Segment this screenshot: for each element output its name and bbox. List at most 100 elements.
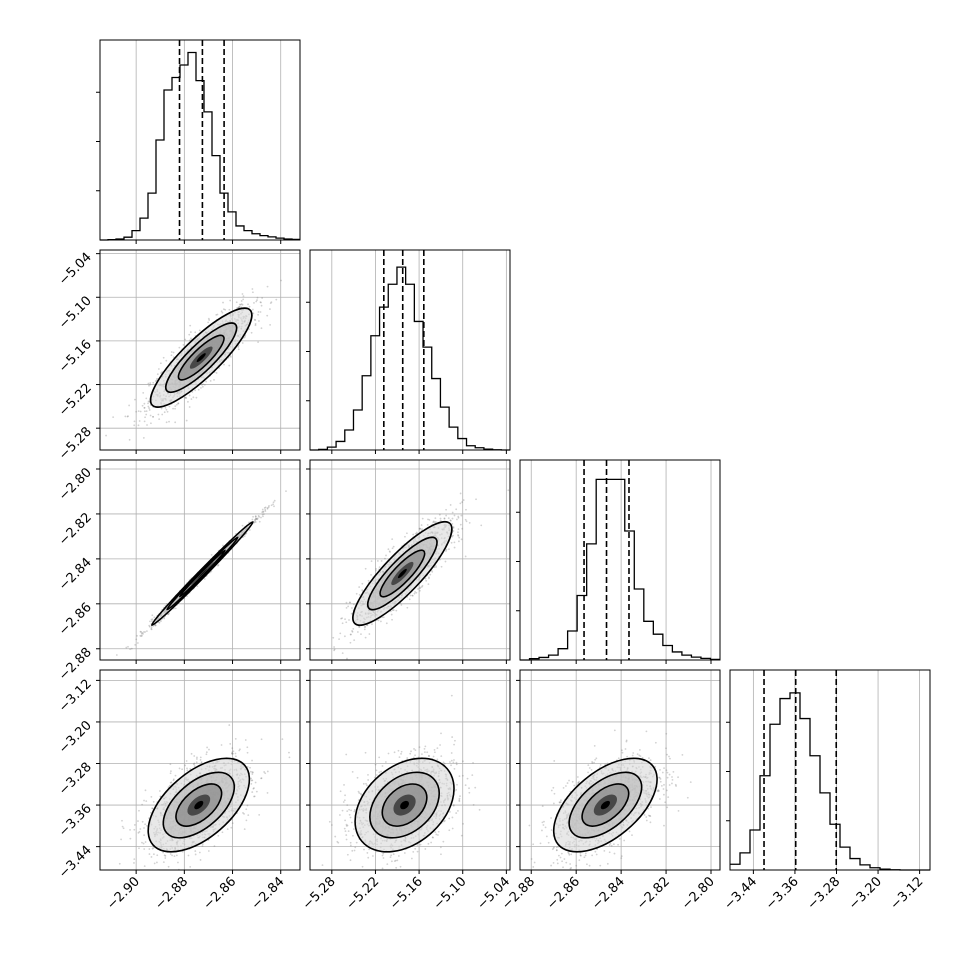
scatter-point bbox=[249, 770, 252, 773]
scatter-point bbox=[133, 824, 136, 826]
scatter-point bbox=[127, 645, 129, 648]
scatter-point bbox=[241, 303, 244, 306]
scatter-point bbox=[458, 536, 461, 539]
scatter-point bbox=[236, 307, 238, 309]
scatter-point bbox=[196, 756, 198, 759]
scatter-point bbox=[237, 348, 240, 351]
scatter-point bbox=[404, 535, 406, 538]
scatter-point bbox=[201, 383, 203, 386]
scatter-point bbox=[340, 617, 343, 620]
scatter-point bbox=[229, 299, 232, 302]
scatter-point bbox=[139, 410, 142, 413]
scatter-point bbox=[217, 564, 219, 567]
scatter-point bbox=[150, 856, 153, 858]
scatter-point bbox=[273, 505, 275, 508]
scatter-point bbox=[254, 324, 257, 327]
scatter-point bbox=[124, 415, 127, 418]
scatter-point bbox=[449, 519, 452, 522]
scatter-point bbox=[248, 521, 250, 524]
scatter-point bbox=[341, 652, 344, 655]
scatter-point bbox=[141, 404, 144, 407]
scatter-point bbox=[143, 410, 146, 413]
scatter-point bbox=[343, 635, 346, 638]
scatter-point bbox=[238, 305, 241, 308]
scatter-point bbox=[261, 511, 264, 514]
panel-frame bbox=[99, 249, 301, 451]
scatter-point bbox=[257, 514, 260, 517]
scatter-point bbox=[260, 301, 262, 304]
scatter-point bbox=[105, 434, 107, 437]
scatter-point bbox=[250, 331, 253, 334]
scatter-point bbox=[151, 620, 153, 623]
scatter-point bbox=[400, 604, 403, 606]
scatter-point bbox=[178, 346, 181, 349]
scatter-point bbox=[344, 618, 346, 621]
scatter-point bbox=[141, 634, 143, 637]
scatter-point bbox=[213, 379, 215, 381]
scatter-point bbox=[133, 424, 136, 427]
scatter-point bbox=[355, 592, 358, 595]
scatter-point bbox=[255, 300, 258, 303]
scatter-point bbox=[356, 631, 359, 633]
scatter-point bbox=[137, 820, 139, 822]
scatter-point bbox=[153, 616, 156, 619]
scatter-point bbox=[263, 507, 266, 509]
scatter-point bbox=[205, 751, 208, 754]
x-tick-label: −3.20 bbox=[846, 874, 885, 913]
scatter-point bbox=[156, 373, 159, 376]
scatter-point bbox=[270, 504, 273, 507]
scatter-point bbox=[150, 627, 153, 630]
scatter-point bbox=[260, 738, 263, 741]
scatter-point bbox=[140, 632, 143, 635]
scatter-point bbox=[230, 355, 232, 358]
scatter-point bbox=[140, 635, 143, 638]
scatter-point bbox=[419, 527, 422, 530]
scatter-point bbox=[387, 548, 390, 551]
scatter-point bbox=[159, 362, 162, 365]
scatter-point bbox=[390, 613, 393, 616]
scatter-point bbox=[251, 759, 253, 762]
scatter-point bbox=[254, 515, 257, 518]
scatter-point bbox=[382, 616, 385, 619]
scatter-point bbox=[254, 517, 257, 519]
scatter-point bbox=[266, 285, 269, 288]
scatter-point bbox=[143, 402, 146, 405]
scatter-point bbox=[139, 634, 142, 637]
scatter-point bbox=[203, 578, 206, 580]
scatter-point bbox=[364, 636, 367, 639]
scatter-point bbox=[170, 351, 173, 353]
panel-frame bbox=[309, 249, 511, 451]
scatter-point bbox=[251, 288, 254, 290]
scatter-point bbox=[475, 498, 477, 501]
scatter-point bbox=[172, 351, 175, 354]
histogram-step bbox=[730, 692, 930, 871]
scatter-point bbox=[145, 630, 148, 633]
scatter-point bbox=[251, 291, 254, 294]
scatter-point bbox=[427, 583, 430, 586]
scatter-point bbox=[147, 405, 150, 408]
scatter-point bbox=[145, 413, 148, 416]
scatter-point bbox=[348, 601, 351, 604]
scatter-point bbox=[194, 853, 197, 856]
scatter-point bbox=[196, 585, 199, 588]
scatter-point bbox=[412, 533, 415, 536]
scatter-point bbox=[389, 551, 391, 553]
scatter-point bbox=[432, 520, 435, 523]
scatter-point bbox=[162, 356, 165, 359]
scatter-point bbox=[184, 764, 187, 767]
scatter-point bbox=[350, 633, 352, 636]
scatter-point bbox=[241, 342, 244, 344]
scatter-point bbox=[151, 614, 154, 617]
scatter-point bbox=[262, 513, 265, 516]
scatter-point bbox=[391, 538, 394, 540]
scatter-point bbox=[461, 527, 464, 530]
scatter-point bbox=[377, 619, 380, 622]
scatter-point bbox=[148, 409, 151, 411]
scatter-point bbox=[145, 397, 148, 400]
scatter-point bbox=[408, 598, 411, 601]
scatter-point bbox=[206, 746, 209, 749]
scatter-point bbox=[137, 424, 140, 427]
scatter-point bbox=[175, 403, 178, 406]
scatter-point bbox=[149, 382, 152, 384]
scatter-point bbox=[261, 297, 264, 299]
